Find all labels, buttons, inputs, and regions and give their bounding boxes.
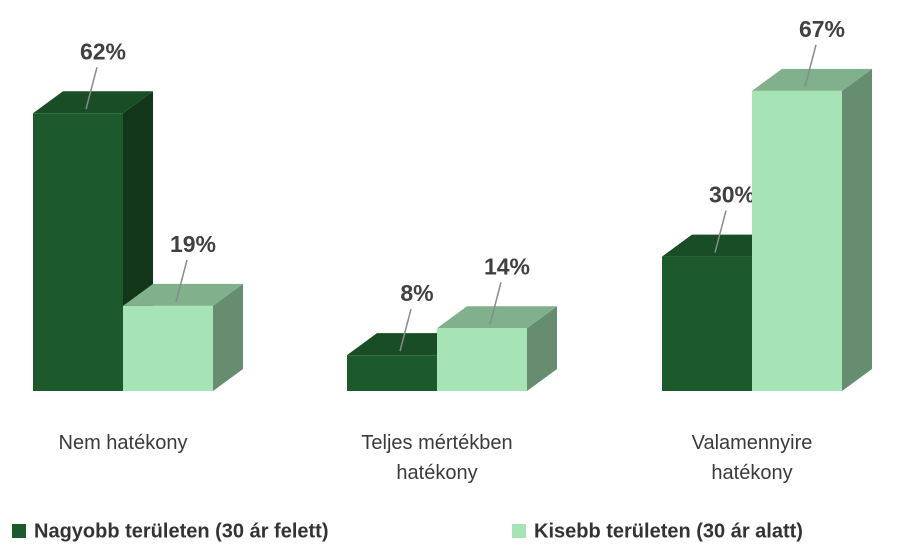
legend-label: Nagyobb területen (30 ár felett) xyxy=(34,520,329,542)
bar xyxy=(123,305,213,391)
value-label: 19% xyxy=(170,231,216,257)
bar xyxy=(437,328,527,391)
bar xyxy=(347,355,437,391)
bar-top xyxy=(752,68,872,91)
leader-line xyxy=(175,259,188,303)
value-label: 14% xyxy=(484,253,530,279)
leader-line xyxy=(399,308,412,352)
value-label: 30% xyxy=(709,182,755,208)
bar xyxy=(752,90,842,391)
bar-side xyxy=(213,283,243,391)
bar xyxy=(662,256,752,391)
bar-top xyxy=(437,306,557,329)
legend-swatch xyxy=(12,524,26,538)
leader-line xyxy=(489,282,502,325)
value-label: 62% xyxy=(80,38,126,64)
bar xyxy=(33,113,123,392)
category-label: Teljes mértékben hatékony xyxy=(361,432,513,484)
bar-top xyxy=(33,91,153,114)
leader-line xyxy=(804,44,817,88)
leader-line xyxy=(714,210,727,253)
legend-label: Kisebb területen (30 ár alatt) xyxy=(534,520,803,542)
value-label: 8% xyxy=(400,280,433,306)
bar-side xyxy=(842,68,872,391)
bar-top xyxy=(123,283,243,306)
leader-line xyxy=(85,67,98,110)
category-label: Valamennyire hatékony xyxy=(691,432,813,484)
category-label: Nem hatékony xyxy=(58,432,188,454)
bar-side xyxy=(527,306,557,391)
legend-swatch xyxy=(512,524,526,538)
value-label: 67% xyxy=(799,16,845,42)
